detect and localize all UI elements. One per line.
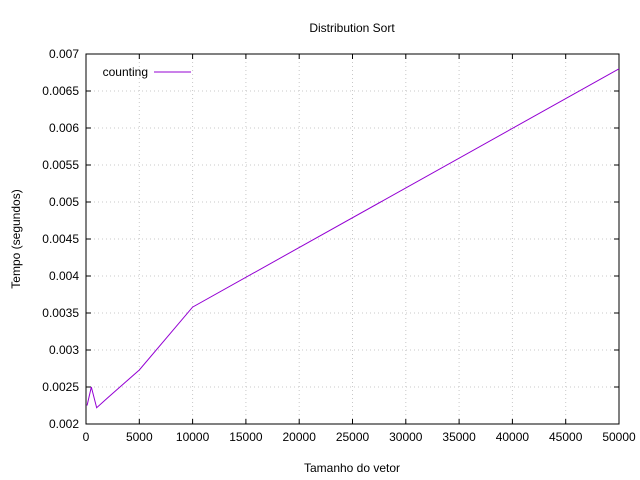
x-tick-label: 20000 [283,430,317,444]
x-tick-label: 15000 [229,430,263,444]
y-axis-label: Tempo (segundos) [9,189,23,288]
x-tick-label: 50000 [602,430,636,444]
x-tick-label: 25000 [336,430,370,444]
y-tick-label: 0.003 [49,343,79,357]
x-tick-label: 45000 [549,430,583,444]
y-tick-label: 0.0025 [42,380,79,394]
x-tick-label: 30000 [389,430,423,444]
x-tick-label: 35000 [442,430,476,444]
tick-layer: 0 5000 10000 15000 20000 25000 30000 35000 40000… [42,47,636,444]
legend: counting [103,65,191,79]
y-tick-label: 0.004 [49,269,79,283]
x-tick-label: 40000 [496,430,530,444]
legend-label-counting: counting [103,65,148,79]
y-tick-label: 0.0035 [42,306,79,320]
x-axis-label: Tamanho do vetor [304,461,400,475]
y-tick-label: 0.0045 [42,232,79,246]
series-line-counting [86,68,620,409]
series-layer [86,68,620,409]
x-tick-label: 0 [83,430,90,444]
y-tick-label: 0.005 [49,195,79,209]
y-tick-label: 0.006 [49,121,79,135]
x-tick-label: 5000 [126,430,153,444]
y-tick-label: 0.0055 [42,158,79,172]
y-tick-label: 0.0065 [42,84,79,98]
grid-layer [86,54,619,424]
y-tick-label: 0.007 [49,47,79,61]
y-tick-label: 0.002 [49,417,79,431]
chart-title: Distribution Sort [309,21,395,35]
x-tick-label: 10000 [176,430,210,444]
